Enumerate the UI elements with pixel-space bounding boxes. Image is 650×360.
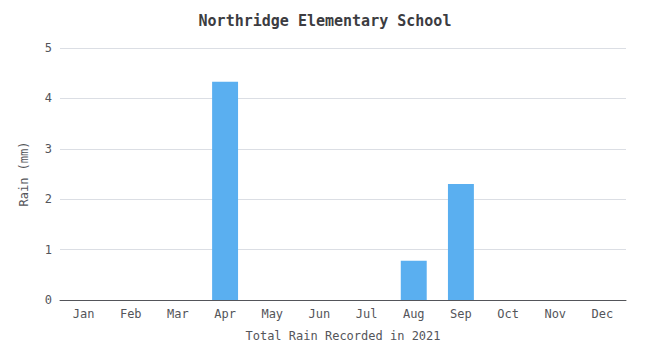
- svg-text:5: 5: [45, 41, 52, 55]
- svg-text:Mar: Mar: [167, 307, 189, 321]
- svg-text:Aug: Aug: [403, 307, 425, 321]
- svg-text:0: 0: [45, 293, 52, 307]
- svg-text:Jun: Jun: [309, 307, 331, 321]
- svg-text:Apr: Apr: [214, 307, 236, 321]
- svg-text:1: 1: [45, 243, 52, 257]
- svg-text:Oct: Oct: [497, 307, 519, 321]
- svg-text:Dec: Dec: [592, 307, 614, 321]
- svg-text:3: 3: [45, 142, 52, 156]
- svg-text:Northridge Elementary School: Northridge Elementary School: [199, 12, 452, 30]
- svg-text:4: 4: [45, 91, 52, 105]
- svg-text:Total Rain Recorded in 2021: Total Rain Recorded in 2021: [245, 329, 440, 343]
- svg-text:Rain (mm): Rain (mm): [17, 141, 31, 206]
- svg-text:Jan: Jan: [73, 307, 95, 321]
- svg-text:May: May: [261, 307, 283, 321]
- svg-text:2: 2: [45, 192, 52, 206]
- svg-text:Nov: Nov: [544, 307, 566, 321]
- svg-text:Sep: Sep: [450, 307, 472, 321]
- svg-text:Feb: Feb: [120, 307, 142, 321]
- svg-text:Jul: Jul: [356, 307, 378, 321]
